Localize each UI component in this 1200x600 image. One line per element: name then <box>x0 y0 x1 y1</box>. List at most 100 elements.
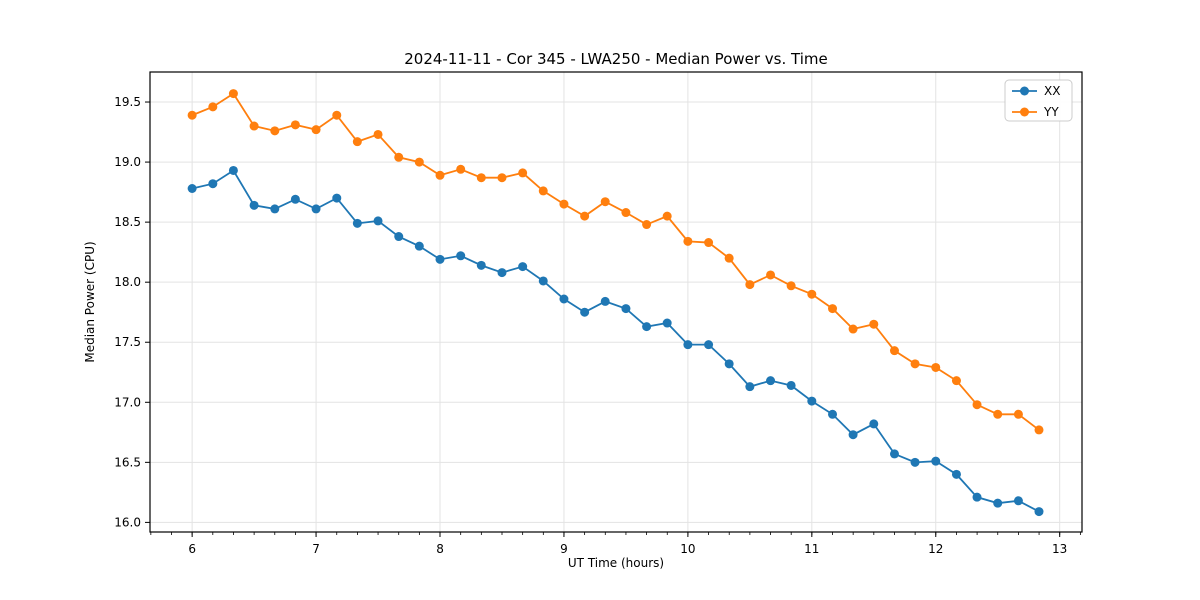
series-yy-point <box>352 137 362 147</box>
series-yy-point <box>993 409 1003 419</box>
series-yy-point <box>724 253 734 263</box>
series-yy-point <box>683 236 693 246</box>
series-xx-point <box>559 294 569 304</box>
series-yy-point <box>828 304 838 314</box>
series-yy-point <box>518 168 528 178</box>
series-xx-point <box>290 194 300 204</box>
series-yy-point <box>332 110 342 120</box>
series-yy-line <box>191 92 1040 431</box>
series-xx-point <box>311 204 321 214</box>
series-yy-point <box>662 211 672 221</box>
x-tick-label: 13 <box>1052 542 1067 556</box>
series-yy-point <box>456 164 466 174</box>
series-xx-point <box>435 254 445 264</box>
series-xx-point <box>580 307 590 317</box>
series-xx-point <box>538 276 548 286</box>
series-xx-point <box>228 165 238 175</box>
y-tick-label: 17.5 <box>114 335 141 349</box>
series-yy-point <box>249 121 259 131</box>
series-yy-point <box>642 220 652 230</box>
x-tick-label: 11 <box>804 542 819 556</box>
series-yy-point <box>931 362 941 372</box>
series-xx-point <box>786 380 796 390</box>
series-xx-point <box>187 184 197 194</box>
series-xx-point <box>704 340 714 350</box>
series-xx-point <box>993 498 1003 508</box>
series-yy-point <box>745 280 755 290</box>
series-xx-point <box>724 359 734 369</box>
series-yy-point <box>414 157 424 167</box>
series-xx-point <box>662 318 672 328</box>
series-yy-point <box>373 129 383 139</box>
x-tick-label: 8 <box>436 542 444 556</box>
series-xx-point <box>249 200 259 210</box>
series-yy-point <box>559 199 569 209</box>
plot-border <box>149 71 1083 533</box>
series-xx-point <box>683 340 693 350</box>
series-xx-point <box>373 216 383 226</box>
series-xx-point <box>642 322 652 332</box>
series-xx-point <box>1013 496 1023 506</box>
series-xx-point <box>910 457 920 467</box>
series-yy-point <box>208 102 218 112</box>
series-yy-point <box>1013 409 1023 419</box>
series-yy-point <box>1034 425 1044 435</box>
series-xx-point <box>807 396 817 406</box>
x-tick-label: 7 <box>312 542 320 556</box>
x-tick-label: 12 <box>928 542 943 556</box>
series-yy-point <box>910 359 920 369</box>
series-yy-point <box>435 170 445 180</box>
series-yy-point <box>848 324 858 334</box>
series-xx-point <box>456 251 466 261</box>
x-tick-label: 9 <box>560 542 568 556</box>
y-tick-label: 19.5 <box>114 95 141 109</box>
series-xx-point <box>414 241 424 251</box>
legend-xx-marker <box>1020 86 1029 96</box>
series-yy-point <box>889 346 899 356</box>
series-xx-point <box>931 456 941 466</box>
series-yy-point <box>290 120 300 130</box>
legend-label-xx: XX <box>1044 84 1060 98</box>
series-yy-point <box>600 197 610 207</box>
series-xx-point <box>518 262 528 272</box>
x-tick-label: 10 <box>680 542 695 556</box>
series-xx-point <box>745 382 755 392</box>
series-xx-point <box>972 492 982 502</box>
series-xx-point <box>951 469 961 479</box>
legend-box <box>1004 79 1073 122</box>
series-xx-point <box>394 232 404 242</box>
series-yy-point <box>766 270 776 280</box>
series-yy-point <box>187 110 197 120</box>
chart-title: 2024-11-11 - Cor 345 - LWA250 - Median P… <box>404 50 828 68</box>
x-tick-label: 6 <box>188 542 196 556</box>
series-xx-point <box>621 304 631 314</box>
series-xx-point <box>497 268 507 278</box>
series-yy-point <box>621 208 631 218</box>
x-axis-label: UT Time (hours) <box>567 556 665 570</box>
y-tick-label: 18.0 <box>114 275 141 289</box>
series-yy-point <box>972 400 982 410</box>
series-yy-point <box>951 376 961 386</box>
series-xx-point <box>828 409 838 419</box>
series-xx-point <box>476 260 486 270</box>
series-yy-point <box>580 211 590 221</box>
series-yy-point <box>270 126 280 136</box>
series-yy-point <box>476 173 486 183</box>
series-xx-point <box>889 449 899 459</box>
series-yy-point <box>704 238 714 248</box>
series-xx-point <box>1034 507 1044 517</box>
series-yy-point <box>311 125 321 135</box>
series-xx-point <box>208 179 218 189</box>
series-yy-point <box>786 281 796 291</box>
y-tick-label: 16.5 <box>114 455 141 469</box>
series-xx-point <box>352 218 362 228</box>
y-tick-label: 16.0 <box>114 515 141 529</box>
y-tick-label: 17.0 <box>114 395 141 409</box>
series-yy-point <box>394 152 404 162</box>
series-yy-point <box>497 173 507 183</box>
series-yy-point <box>869 319 879 329</box>
series-xx-point <box>848 430 858 440</box>
series-xx-point <box>270 204 280 214</box>
